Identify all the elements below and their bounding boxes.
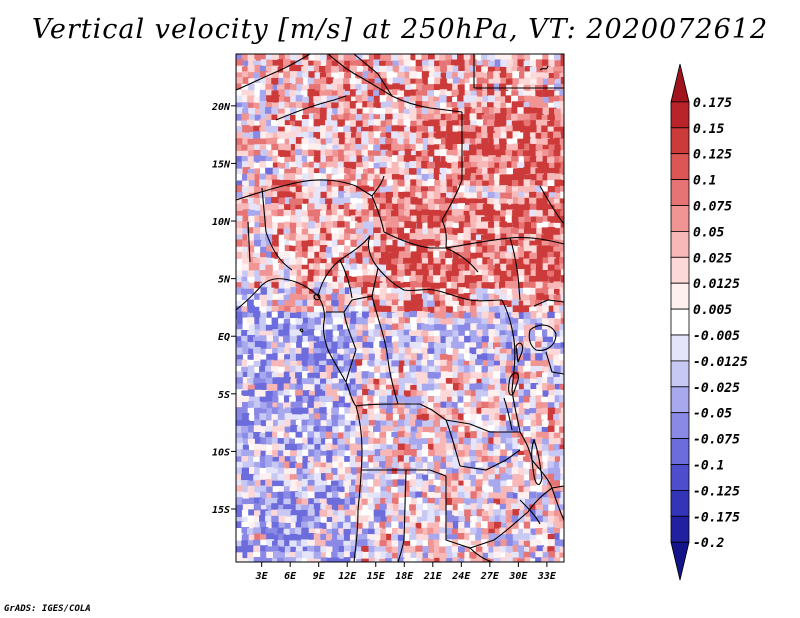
colorbar-cell: [670, 282, 690, 310]
colorbar-cell: [670, 308, 690, 336]
y-axis: 20N 15N 10N 5N EQ 5S 10S 15S: [211, 102, 236, 516]
y-tick-label: 5S: [218, 390, 230, 401]
colorbar-cell: [670, 256, 690, 284]
y-tick-label: 10S: [212, 447, 230, 458]
x-tick-label: 33E: [537, 571, 557, 582]
colorbar-cell: [670, 179, 690, 206]
colorbar-cell: [670, 438, 690, 465]
x-tick-label: 15E: [367, 571, 386, 582]
colorbar-cell: [670, 464, 690, 491]
colorbar-cell: [670, 230, 690, 258]
y-tick-label: 20N: [211, 102, 231, 113]
colorbar-cell: [670, 412, 690, 440]
x-tick-label: 12E: [338, 571, 357, 582]
x-tick-label: 3E: [255, 571, 269, 582]
colorbar-cell: [670, 360, 690, 388]
colorbar-cell: [670, 334, 690, 362]
x-tick-label: 30E: [508, 571, 528, 582]
colorbar-label: -0.05: [693, 407, 732, 422]
colorbar-cell: [670, 541, 690, 581]
coastline-borders: [236, 54, 564, 562]
x-tick-label: 6E: [284, 571, 297, 582]
colorbar-cell: [670, 386, 690, 414]
colorbar-label: 0.005: [693, 303, 732, 318]
x-axis: 3E 6E 9E 12E 15E 18E 21E 24E 27E 30E 33E: [255, 562, 557, 582]
y-tick-label: 15N: [212, 159, 231, 170]
colorbar-label: -0.0125: [693, 355, 748, 370]
colorbar-label: 0.175: [693, 96, 732, 111]
colorbar-cell: [670, 63, 690, 103]
colorbar-cell: [670, 127, 690, 155]
credit-text: GrADS: IGES/COLA: [4, 604, 91, 614]
y-tick-label: EQ: [218, 332, 230, 343]
colorbar-label: 0.05: [693, 225, 724, 240]
x-tick-label: 9E: [313, 571, 326, 582]
colorbar-label: 0.075: [693, 200, 732, 215]
colorbar-label: 0.1: [693, 174, 716, 189]
x-tick-label: 21E: [423, 571, 443, 582]
field-layer: [236, 54, 564, 562]
colorbar-cell: [670, 205, 690, 232]
colorbar-label: 0.15: [693, 122, 724, 137]
x-tick-label: 24E: [451, 571, 471, 582]
colorbar-label: -0.125: [693, 484, 740, 499]
map-title: Vertical velocity [m/s] at 250hPa, VT: 2…: [31, 14, 769, 45]
colorbar-label: 0.125: [693, 148, 732, 163]
plot-frame: [235, 53, 565, 563]
y-tick-label: 5N: [218, 275, 231, 286]
colorbar-label: -0.2: [693, 536, 724, 551]
y-tick-label: 15S: [212, 505, 230, 516]
colorbar-label: -0.175: [693, 510, 740, 525]
colorbar-cell: [670, 153, 690, 180]
colorbar-label: -0.025: [693, 381, 740, 396]
colorbar-cell: [670, 489, 690, 517]
colorbar-label: 0.025: [693, 251, 732, 266]
x-tick-label: 27E: [480, 571, 500, 582]
y-tick-label: 10N: [212, 217, 231, 228]
colorbar-label: -0.075: [693, 433, 740, 448]
colorbar-label: -0.005: [693, 329, 740, 344]
colorbar-cell: [670, 101, 690, 129]
colorbar-label: 0.0125: [693, 277, 740, 292]
x-tick-label: 18E: [395, 571, 414, 582]
colorbar-cell: [670, 515, 690, 543]
colorbar-label: -0.1: [693, 459, 724, 474]
